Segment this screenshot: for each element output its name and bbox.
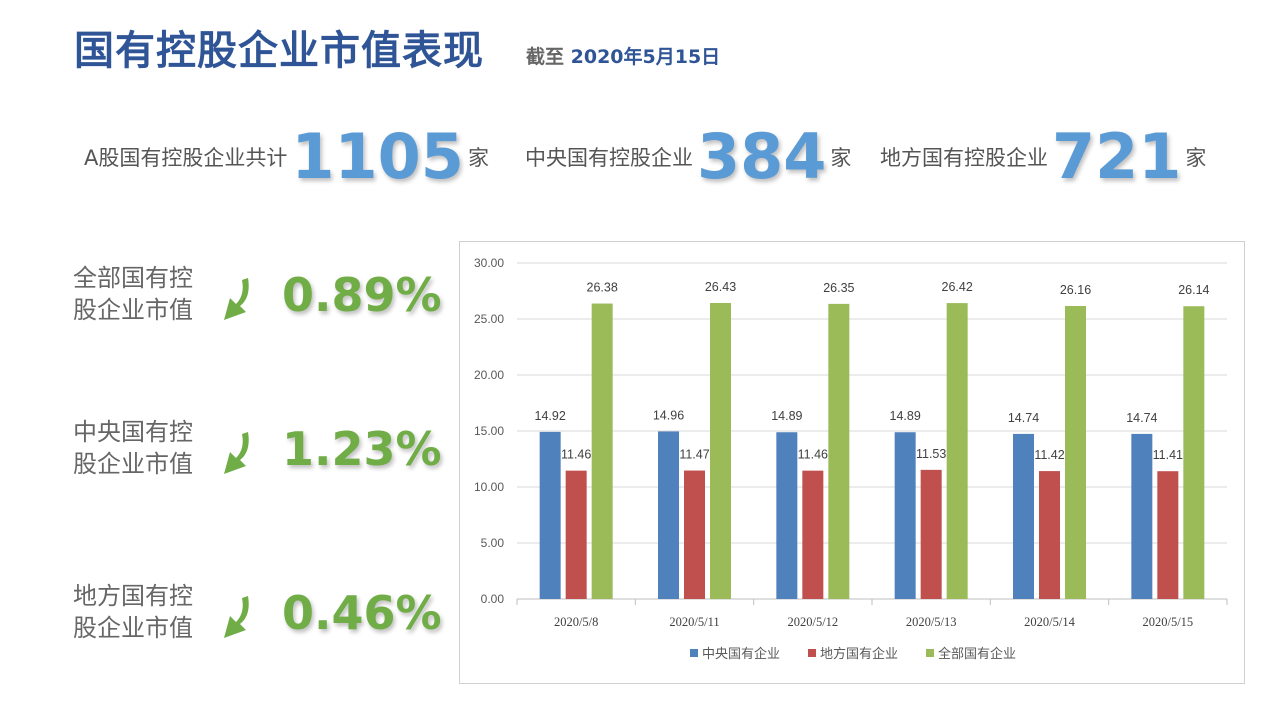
bar: [894, 432, 916, 599]
bar: [920, 469, 942, 599]
metric-central: 中央国有控 股企业市值 1.23%: [68, 416, 448, 506]
metric-label-line: 股企业市值: [73, 450, 193, 478]
legend-label: 全部国有企业: [938, 646, 1016, 661]
stat-label: A股国有控股企业共计: [84, 146, 288, 170]
data-label: 11.42: [1034, 448, 1064, 462]
bar: [1039, 471, 1060, 599]
metric-label-line: 股企业市值: [73, 296, 193, 324]
y-tick-label: 0.00: [481, 592, 505, 606]
y-tick-label: 5.00: [481, 536, 505, 550]
stat-local: 地方国有控股企业 721 家: [880, 122, 1206, 192]
data-label: 14.74: [1008, 411, 1039, 425]
data-label: 11.47: [679, 448, 709, 462]
stat-value: 1105: [291, 120, 464, 193]
bar: [591, 303, 613, 599]
stat-value: 384: [697, 120, 827, 193]
bar: [802, 470, 824, 599]
stat-unit: 家: [1185, 146, 1207, 170]
as-of-prefix: 截至: [526, 46, 565, 68]
arrow-down-icon: [224, 432, 249, 474]
as-of-value: 2020年5月15日: [570, 46, 721, 68]
stat-unit: 家: [830, 146, 852, 170]
legend-swatch: [808, 649, 816, 657]
legend-swatch: [926, 649, 934, 657]
bar: [565, 470, 587, 599]
bar: [710, 302, 731, 599]
bar: [1131, 433, 1153, 599]
bar: [946, 303, 968, 599]
x-tick-label: 2020/5/8: [554, 615, 598, 629]
metric-value: 0.89%: [282, 268, 442, 322]
bar: [1157, 471, 1179, 599]
metric-value: 1.23%: [282, 422, 442, 476]
x-tick-label: 2020/5/15: [1142, 615, 1193, 629]
data-label: 26.16: [1060, 283, 1091, 297]
bar: [1065, 306, 1086, 599]
bar: [1013, 433, 1034, 599]
stat-value: 721: [1052, 120, 1182, 193]
y-tick-label: 10.00: [474, 480, 504, 494]
metric-label-line: 中央国有控: [73, 418, 193, 446]
y-tick-label: 25.00: [474, 312, 504, 326]
metric-all: 全部国有控 股企业市值 0.89%: [68, 262, 448, 352]
y-tick-label: 15.00: [474, 424, 504, 438]
y-tick-label: 30.00: [474, 256, 504, 270]
metric-value: 0.46%: [282, 586, 442, 640]
stat-central: 中央国有控股企业 384 家: [525, 122, 851, 192]
data-label: 11.41: [1153, 448, 1183, 462]
x-tick-label: 2020/5/12: [787, 615, 838, 629]
data-label: 11.46: [561, 448, 591, 462]
data-label: 14.89: [771, 409, 802, 423]
bar: [658, 431, 679, 599]
stat-label: 中央国有控股企业: [525, 146, 693, 170]
y-tick-label: 20.00: [474, 368, 504, 382]
bar-chart-svg: 0.00 5.00 10.00 15.00 20.00 25.00 30.00 2020/5/…: [474, 256, 1228, 661]
metric-local: 地方国有控 股企业市值 0.46%: [68, 580, 448, 670]
metric-label: 中央国有控 股企业市值: [68, 416, 198, 480]
data-label: 14.96: [653, 408, 684, 422]
legend-label: 中央国有企业: [702, 646, 780, 661]
data-label: 14.92: [535, 409, 566, 423]
bar: [1183, 306, 1205, 599]
data-label: 26.14: [1178, 283, 1209, 297]
as-of-date: 截至 2020年5月15日: [526, 42, 720, 69]
metric-label: 全部国有控 股企业市值: [68, 262, 198, 326]
metric-label-line: 股企业市值: [73, 614, 193, 642]
data-label: 26.35: [823, 281, 854, 295]
arrow-down-icon: [224, 278, 249, 320]
data-label: 11.53: [916, 447, 946, 461]
x-tick-label: 2020/5/14: [1024, 615, 1075, 629]
metric-label-line: 地方国有控: [73, 582, 193, 610]
stat-total: A股国有控股企业共计 1105 家: [84, 122, 489, 192]
bar: [539, 431, 561, 599]
stat-label: 地方国有控股企业: [880, 146, 1048, 170]
x-tick-label: 2020/5/13: [906, 615, 957, 629]
stat-unit: 家: [467, 146, 489, 170]
metric-label: 地方国有控 股企业市值: [68, 580, 198, 644]
data-label: 14.89: [890, 409, 921, 423]
data-label: 26.42: [942, 280, 973, 294]
bar: [828, 303, 850, 599]
data-label: 11.46: [798, 448, 828, 462]
legend-label: 地方国有企业: [820, 646, 898, 661]
bar-chart: 0.00 5.00 10.00 15.00 20.00 25.00 30.00 2020/5/…: [459, 241, 1245, 684]
arrow-down-icon: [224, 596, 249, 638]
page-title: 国有控股企业市值表现: [74, 28, 484, 74]
metric-label-line: 全部国有控: [73, 264, 193, 292]
bar: [684, 470, 705, 599]
legend-swatch: [690, 649, 698, 657]
data-label: 26.38: [587, 281, 618, 295]
x-tick-label: 2020/5/11: [669, 615, 719, 629]
data-label: 14.74: [1126, 411, 1157, 425]
bar: [776, 432, 798, 599]
data-label: 26.43: [705, 280, 736, 294]
